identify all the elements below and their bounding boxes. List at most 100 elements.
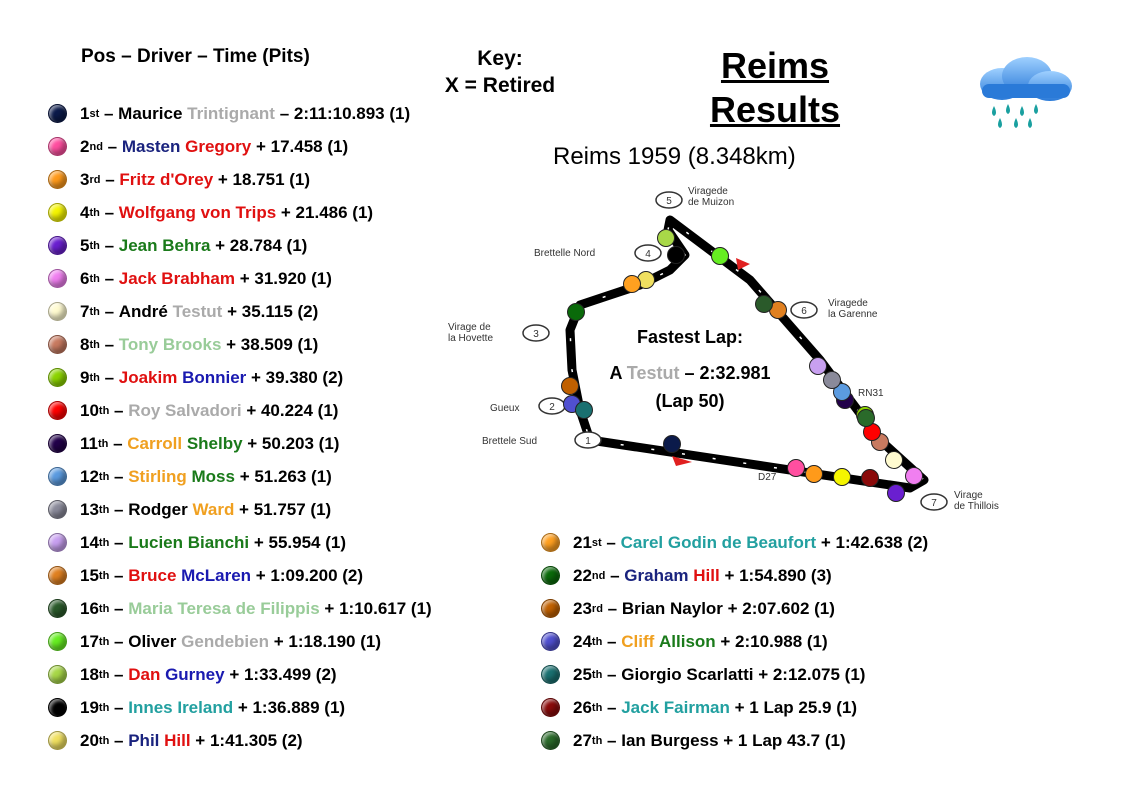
- key-retired: X = Retired: [444, 74, 556, 97]
- result-time: + 51.757 (1): [234, 499, 332, 519]
- driver-name: Rodger: [128, 499, 193, 519]
- driver-name: Bruce: [128, 565, 182, 585]
- driver-name: Allison: [659, 631, 716, 651]
- position: 9: [80, 367, 90, 387]
- rain-cloud-icon: [980, 57, 1072, 128]
- driver-helmet-icon: [541, 632, 560, 651]
- track-driver-marker: [833, 468, 851, 486]
- driver-name: Giorgio Scarlatti: [621, 664, 754, 684]
- driver-helmet-icon: [541, 533, 560, 552]
- result-time: + 21.486 (1): [276, 202, 374, 222]
- driver-helmet-icon: [48, 467, 67, 486]
- corner-marker: 7 Virage de Thillois: [920, 490, 999, 512]
- track-driver-marker: [887, 484, 905, 502]
- separator: –: [102, 136, 122, 156]
- driver-name: Lucien Bianchi: [128, 532, 250, 552]
- result-time: + 2:12.075 (1): [753, 664, 866, 684]
- driver-helmet-icon: [48, 335, 67, 354]
- direction-arrow-1: [736, 258, 750, 270]
- separator: –: [109, 598, 129, 618]
- result-time: + 1:09.200 (2): [251, 565, 364, 585]
- track-driver-marker: [805, 465, 823, 483]
- corner-marker: 3 Virage de la Hovette: [448, 322, 550, 344]
- corner-marker: 5 Viragede de Muizon: [655, 186, 734, 209]
- title-line-2: Results: [709, 89, 841, 130]
- driver-name: Roy Salvadori: [128, 400, 242, 420]
- driver-name: Phil: [128, 730, 165, 750]
- position: 11: [80, 433, 98, 453]
- separator: –: [99, 301, 119, 321]
- driver-name: André: [118, 301, 173, 321]
- result-time: + 31.920 (1): [235, 268, 332, 288]
- corner-number: 5: [666, 196, 672, 207]
- fastest-lap-label: Fastest Lap:: [636, 327, 744, 347]
- driver-name: Gurney: [165, 664, 225, 684]
- track-driver-marker: [857, 409, 875, 427]
- driver-name: Carroll: [127, 433, 187, 453]
- separator: –: [99, 334, 119, 354]
- driver-name: Oliver: [128, 631, 182, 651]
- separator: –: [109, 499, 129, 519]
- corner-number: 2: [549, 402, 555, 413]
- driver-helmet-icon: [541, 731, 560, 750]
- track-driver-marker: [623, 275, 641, 293]
- driver-name: Moss: [191, 466, 235, 486]
- driver-helmet-icon: [48, 368, 67, 387]
- result-time: + 1:54.890 (3): [719, 565, 832, 585]
- result-time: + 17.458 (1): [251, 136, 349, 156]
- position: 6: [80, 268, 90, 288]
- position: 8: [80, 334, 90, 354]
- driver-helmet-icon: [48, 269, 67, 288]
- separator: –: [109, 565, 129, 585]
- position: 19: [80, 697, 99, 717]
- driver-name: Hill: [693, 565, 720, 585]
- direction-arrows: [672, 258, 750, 466]
- driver-name: Maurice: [118, 103, 188, 123]
- result-time: + 1:33.499 (2): [224, 664, 337, 684]
- result-time: + 1:42.638 (2): [816, 532, 929, 552]
- position: 3: [80, 169, 90, 189]
- corner-name: Virage de Thillois: [954, 490, 999, 512]
- position: 13: [80, 499, 99, 519]
- track-driver-marker: [561, 377, 579, 395]
- position: 23: [573, 598, 592, 618]
- driver-name: Masten: [121, 136, 186, 156]
- separator: –: [100, 169, 120, 189]
- driver-name: Ward: [192, 499, 235, 519]
- driver-helmet-icon: [541, 665, 560, 684]
- driver-name: Maria Teresa de Filippis: [128, 598, 320, 618]
- driver-name: Innes Ireland: [128, 697, 234, 717]
- corner-name: Viragede de Muizon: [688, 186, 734, 208]
- result-time: + 1:18.190 (1): [269, 631, 381, 651]
- road-label-rn31: RN31: [858, 388, 884, 399]
- corner-name: Viragede la Garenne: [828, 298, 878, 320]
- fastest-lap-time: – 2:32.981: [684, 363, 771, 383]
- track-driver-marker: [663, 435, 681, 453]
- track-driver-marker: [823, 371, 841, 389]
- driver-name: Tony Brooks: [118, 334, 222, 354]
- driver-name: Jack Fairman: [621, 697, 730, 717]
- track-driver-marker: [575, 401, 593, 419]
- track-driver-marker: [833, 383, 851, 401]
- driver-name: Brian Naylor: [621, 598, 723, 618]
- corner-marker: 2 Gueux: [490, 397, 566, 415]
- track-driver-marker: [567, 303, 585, 321]
- circuit-map: 1 Brettele Sud 2 Gueux 3 Virage de la Hovette 4…: [448, 186, 999, 512]
- separator: –: [605, 565, 625, 585]
- position: 24: [573, 631, 592, 651]
- key-legend: Key: X = Retired: [420, 45, 580, 99]
- result-time: + 38.509 (1): [221, 334, 319, 354]
- driver-name: Joakim: [118, 367, 183, 387]
- separator: –: [602, 730, 622, 750]
- result-time: + 55.954 (1): [249, 532, 347, 552]
- driver-name: Jean Behra: [118, 235, 211, 255]
